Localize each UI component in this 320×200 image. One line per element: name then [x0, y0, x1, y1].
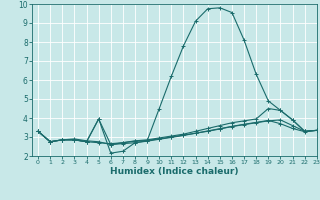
- X-axis label: Humidex (Indice chaleur): Humidex (Indice chaleur): [110, 167, 239, 176]
